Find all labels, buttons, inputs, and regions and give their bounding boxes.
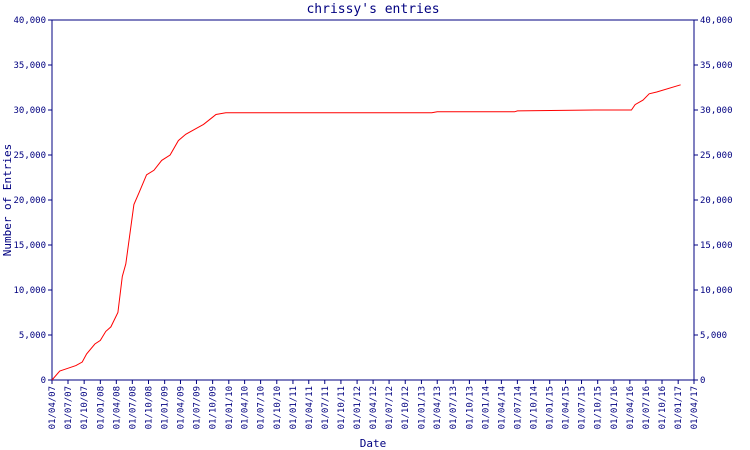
y2-tick-label: 35,000 [700, 61, 733, 71]
x-tick-label: 01/04/12 [369, 386, 379, 429]
x-tick-label: 01/04/15 [562, 386, 572, 429]
y2-tick-label: 40,000 [700, 16, 733, 26]
x-tick-label: 01/07/15 [578, 386, 588, 429]
x-tick-label: 01/04/09 [176, 386, 186, 429]
x-tick-label: 01/01/14 [482, 386, 492, 429]
x-tick-label: 01/10/10 [273, 386, 283, 429]
y-tick-label: 25,000 [13, 151, 46, 161]
y-tick-label: 40,000 [13, 16, 46, 26]
x-tick-label: 01/07/16 [642, 386, 652, 429]
y-tick-label: 15,000 [13, 241, 46, 251]
x-tick-label: 01/07/13 [449, 386, 459, 429]
x-tick-label: 01/01/11 [289, 386, 299, 429]
x-tick-label: 01/01/16 [610, 386, 620, 429]
y-tick-label: 20,000 [13, 196, 46, 206]
x-tick-label: 01/04/10 [241, 386, 251, 429]
y-tick-label: 5,000 [19, 331, 46, 341]
y2-tick-label: 25,000 [700, 151, 733, 161]
x-tick-label: 01/04/17 [690, 386, 700, 429]
y2-tick-label: 10,000 [700, 286, 733, 296]
y-tick-label: 30,000 [13, 106, 46, 116]
x-tick-label: 01/10/07 [80, 386, 90, 429]
x-tick-label: 01/04/08 [112, 386, 122, 429]
x-tick-label: 01/01/12 [353, 386, 363, 429]
x-tick-label: 01/01/13 [417, 386, 427, 429]
x-axis-label: Date [360, 437, 387, 450]
x-tick-label: 01/01/09 [161, 386, 171, 429]
x-tick-label: 01/10/08 [144, 386, 154, 429]
x-tick-label: 01/10/14 [530, 386, 540, 429]
y-axis-label: Number of Entries [1, 144, 14, 257]
x-tick-label: 01/10/13 [465, 386, 475, 429]
y2-tick-label: 15,000 [700, 241, 733, 251]
y2-tick-label: 20,000 [700, 196, 733, 206]
x-tick-label: 01/07/08 [128, 386, 138, 429]
x-tick-label: 01/10/16 [658, 386, 668, 429]
y-tick-label: 10,000 [13, 286, 46, 296]
y-tick-label: 0 [41, 376, 46, 386]
data-line [51, 84, 681, 381]
y2-tick-label: 30,000 [700, 106, 733, 116]
x-tick-label: 01/01/15 [546, 386, 556, 429]
x-tick-label: 01/07/12 [385, 386, 395, 429]
x-tick-label: 01/07/14 [513, 386, 523, 429]
x-tick-label: 01/07/11 [321, 386, 331, 429]
x-tick-label: 01/01/10 [225, 386, 235, 429]
x-tick-label: 01/01/08 [96, 386, 106, 429]
x-tick-label: 01/10/11 [337, 386, 347, 429]
x-tick-label: 01/10/15 [594, 386, 604, 429]
x-tick-label: 01/07/09 [192, 386, 202, 429]
y2-tick-label: 5,000 [700, 331, 727, 341]
x-tick-label: 01/04/16 [626, 386, 636, 429]
chart-title: chrissy's entries [306, 2, 439, 17]
x-tick-label: 01/10/12 [401, 386, 411, 429]
x-tick-label: 01/04/13 [433, 386, 443, 429]
x-tick-label: 01/01/17 [674, 386, 684, 429]
x-tick-label: 01/04/11 [305, 386, 315, 429]
x-tick-label: 01/04/14 [497, 386, 507, 429]
x-tick-label: 01/07/07 [64, 386, 74, 429]
x-tick-label: 01/04/07 [48, 386, 58, 429]
y-tick-label: 35,000 [13, 61, 46, 71]
x-tick-label: 01/07/10 [257, 386, 267, 429]
y2-tick-label: 0 [700, 376, 705, 386]
x-tick-label: 01/10/09 [209, 386, 219, 429]
